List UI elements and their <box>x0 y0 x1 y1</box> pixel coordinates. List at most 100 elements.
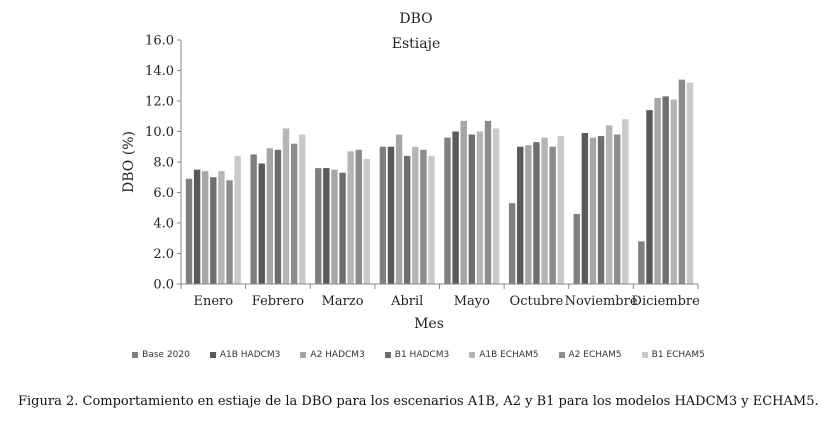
bar <box>185 178 193 284</box>
y-tick-group: 0.0 2.0 4.0 6.0 8.0 10.0 12.0 14.0 16.0 <box>145 34 181 293</box>
chart-title: DBO <box>399 11 432 27</box>
bar <box>452 131 459 284</box>
bar <box>395 134 403 284</box>
bar <box>202 171 209 284</box>
bar <box>250 154 257 285</box>
bar <box>541 137 548 284</box>
bar <box>533 142 540 284</box>
bar <box>557 136 564 284</box>
bar-group <box>185 79 694 285</box>
bar <box>258 163 265 284</box>
legend-item: Base 2020 <box>132 350 190 360</box>
legend-label: Base 2020 <box>142 350 190 360</box>
bar <box>686 82 694 284</box>
y-tick-label: 14.0 <box>145 64 174 79</box>
legend-item: A1B ECHAM5 <box>469 350 539 360</box>
bar <box>549 146 556 284</box>
y-tick-label: 4.0 <box>153 217 174 232</box>
y-tick-label: 16.0 <box>145 34 174 49</box>
bar <box>218 171 225 284</box>
legend-swatch <box>558 351 565 358</box>
legend-item: B1 HADCM3 <box>384 350 450 360</box>
bar <box>210 177 217 284</box>
bar <box>597 136 605 284</box>
figure-caption: Figura 2. Comportamiento en estiaje de l… <box>18 394 819 409</box>
chart-subtitle: Estiaje <box>392 36 440 52</box>
x-tick-label: Marzo <box>322 294 364 309</box>
bar <box>355 149 362 284</box>
legend-label: A2 ECHAM5 <box>568 350 622 360</box>
bar <box>266 148 274 284</box>
bar <box>428 155 435 284</box>
bar <box>581 133 589 284</box>
bar <box>662 96 669 284</box>
bar <box>363 158 371 284</box>
y-tick-label: 0.0 <box>153 278 174 293</box>
legend-swatch <box>209 351 216 358</box>
legend-item: A1B HADCM3 <box>209 350 281 360</box>
bar <box>492 128 500 284</box>
bar <box>323 168 330 284</box>
bar <box>589 137 597 284</box>
bar <box>525 145 532 284</box>
bar <box>460 120 467 284</box>
legend-label: B1 ECHAM5 <box>651 350 705 360</box>
bar <box>387 146 395 284</box>
bar <box>638 241 645 284</box>
x-axis-label: Mes <box>414 316 444 332</box>
legend-swatch <box>641 351 648 358</box>
bar <box>403 155 411 284</box>
legend-swatch <box>384 351 391 358</box>
bar <box>420 149 427 284</box>
x-tick-label: Noviembre <box>565 294 638 309</box>
bar <box>517 146 524 284</box>
x-tick-label: Enero <box>194 294 234 309</box>
bar <box>226 180 233 284</box>
x-tick-label: Octubre <box>510 294 564 309</box>
x-tick-label: Diciembre <box>632 294 701 309</box>
x-tick-group: Enero Febrero Marzo Abril Mayo Octubre Noviemb… <box>180 284 701 309</box>
legend-label: A1B HADCM3 <box>219 350 281 360</box>
bar <box>646 110 653 285</box>
y-tick-label: 8.0 <box>153 156 174 171</box>
bar <box>614 134 621 284</box>
bar <box>678 79 686 285</box>
legend-item: B1 ECHAM5 <box>641 350 705 360</box>
y-tick-label: 2.0 <box>153 247 174 262</box>
bar <box>573 213 580 284</box>
legend-label: B1 HADCM3 <box>394 350 450 360</box>
legend-swatch <box>132 351 139 358</box>
bar <box>605 125 613 285</box>
y-tick-label: 6.0 <box>153 186 174 201</box>
bar <box>468 134 476 284</box>
y-axis-label: DBO (%) <box>121 131 137 193</box>
bar <box>484 120 492 284</box>
bar <box>234 155 241 284</box>
x-tick-label: Abril <box>390 294 423 309</box>
bar <box>299 134 306 284</box>
bar <box>339 172 346 284</box>
legend-label: A1B ECHAM5 <box>479 350 539 360</box>
x-tick-label: Febrero <box>252 294 304 309</box>
bar <box>282 128 290 284</box>
y-tick-label: 10.0 <box>145 125 174 140</box>
bar <box>412 146 419 284</box>
bar <box>193 169 201 285</box>
legend-label: A2 HADCM3 <box>310 350 365 360</box>
bar <box>654 97 661 284</box>
legend-item: A2 HADCM3 <box>300 350 365 360</box>
bar <box>476 131 484 284</box>
bar <box>274 149 282 284</box>
dbo-chart: DBO Estiaje DBO (%) Mes 0.0 2.0 4.0 6.0 8.0 1… <box>121 11 701 332</box>
legend-swatch <box>300 351 307 358</box>
x-tick-label: Mayo <box>454 294 490 309</box>
bar <box>508 203 516 284</box>
bar <box>290 143 298 284</box>
legend-swatch <box>469 351 476 358</box>
legend: Base 2020 A1B HADCM3 A2 HADCM3 B1 HADCM3 A1B… <box>0 350 837 361</box>
bar <box>670 99 677 284</box>
bar <box>622 119 629 284</box>
y-tick-label: 12.0 <box>145 95 174 110</box>
bar <box>379 146 387 284</box>
bar <box>444 137 451 284</box>
